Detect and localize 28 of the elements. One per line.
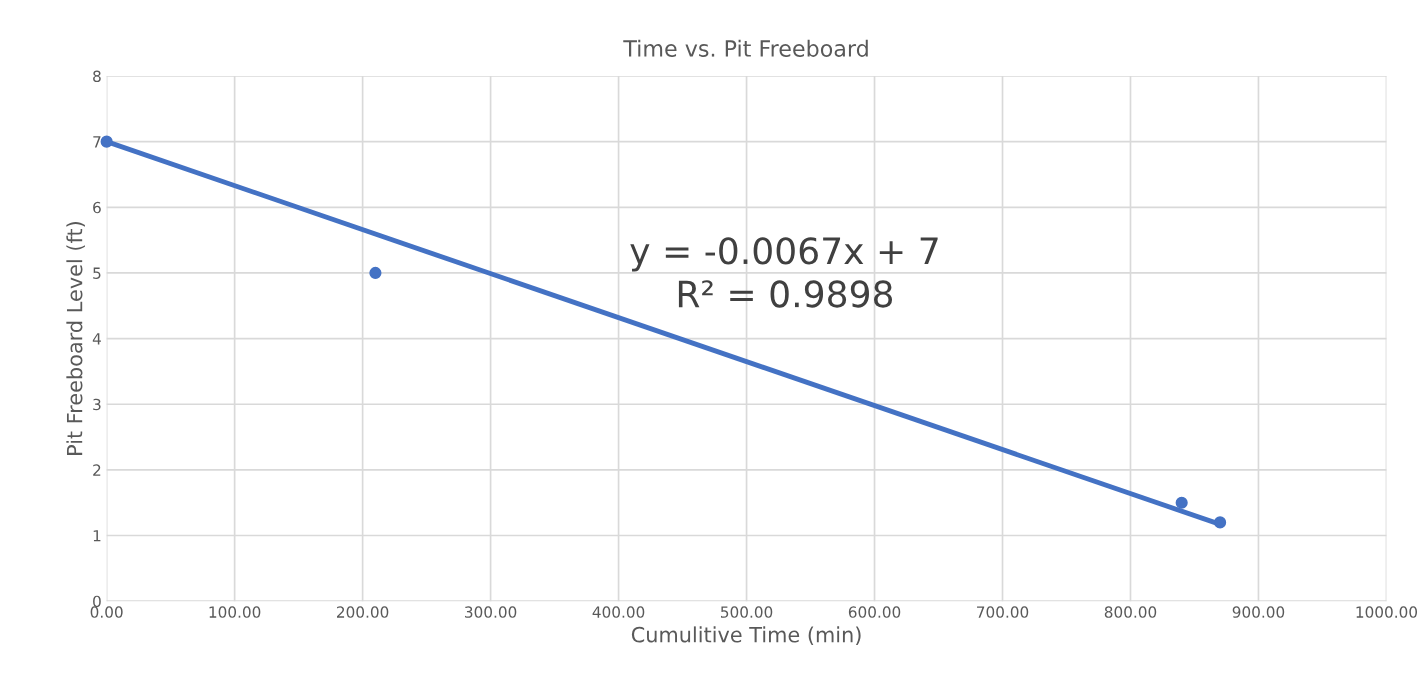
x-tick-label: 600.00 [848,606,901,618]
y-tick-label: 2 [93,464,101,476]
x-tick-label: 900.00 [1232,606,1285,618]
x-tick-label: 300.00 [465,606,517,618]
y-tick-label: 1 [93,530,101,542]
point [369,266,382,280]
x-tick-label: 500.00 [721,606,773,618]
x-tick-label: 1000.00 [1356,606,1418,618]
y-axis-title: Pit Freeboard Level (ft) [66,222,85,455]
point [1175,496,1188,509]
y-tick-label: 8 [93,70,101,83]
y-tick-label: 4 [92,333,101,345]
x-axis-title: Cumulitive Time (min) [631,626,861,645]
x-tick-label: 100.00 [209,606,261,618]
x-tick-label: 0.00 [90,606,123,618]
y-tick-label: 7 [93,136,101,148]
y-tick-label: 6 [93,201,101,214]
y-tick-label: 3 [93,398,101,411]
y-tick-label: 0 [93,595,101,608]
x-tick-label: 200.00 [337,606,389,618]
point [1214,516,1227,529]
point [100,135,113,148]
annotation: y = -0.0067x + 7 R² = 0.9898 [630,237,938,308]
y-tick-label: 5 [93,267,101,279]
x-tick-label: 800.00 [1104,606,1157,618]
x-tick-label: 400.00 [592,606,645,618]
chart-title: Time vs. Pit Freeboard [623,39,868,57]
x-tick-label: 700.00 [977,606,1029,618]
